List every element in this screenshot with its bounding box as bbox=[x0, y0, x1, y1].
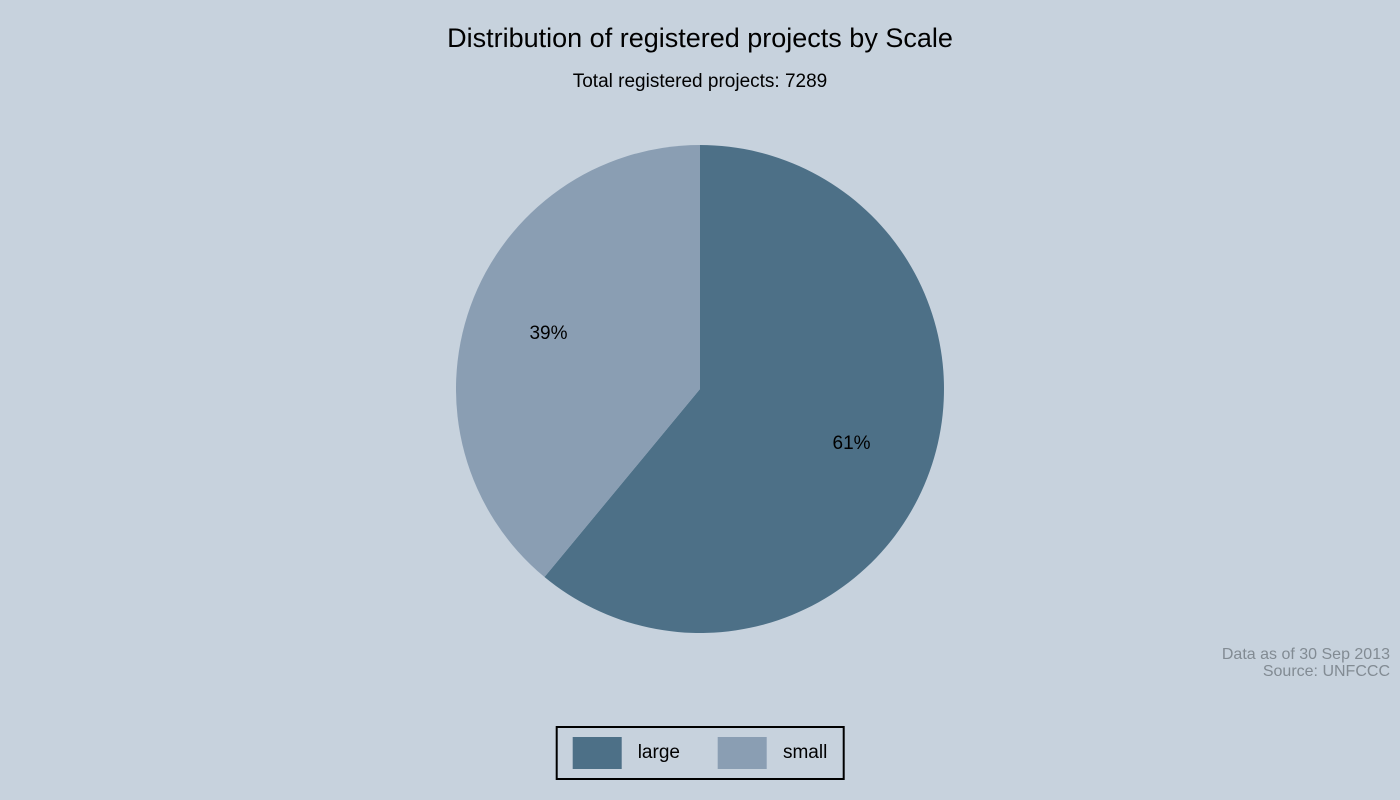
legend-item-large: large bbox=[572, 737, 680, 769]
note-block: Data as of 30 Sep 2013 Source: UNFCCC bbox=[1222, 646, 1390, 680]
pie-chart: 61% 39% bbox=[456, 145, 944, 633]
slice-label: 61% bbox=[832, 432, 871, 454]
legend-label-small: small bbox=[782, 742, 828, 763]
pie-slice-large bbox=[544, 145, 944, 633]
legend-label-large: large bbox=[637, 742, 680, 763]
pie-svg bbox=[456, 145, 944, 633]
slice-label: 39% bbox=[529, 323, 568, 345]
legend-swatch-small bbox=[717, 737, 767, 769]
legend-item-small: small bbox=[717, 737, 828, 769]
note-line: Data as of 30 Sep 2013 bbox=[1221, 646, 1390, 663]
legend-swatch-large bbox=[572, 737, 622, 769]
chart-subtitle: Total registered projects: 7289 bbox=[572, 71, 828, 92]
pie-slice-small bbox=[456, 145, 700, 578]
note-line: Source: UNFCCC bbox=[1262, 663, 1390, 680]
chart-title: Distribution of registered projects by S… bbox=[447, 23, 953, 53]
legend: large small bbox=[555, 726, 845, 780]
